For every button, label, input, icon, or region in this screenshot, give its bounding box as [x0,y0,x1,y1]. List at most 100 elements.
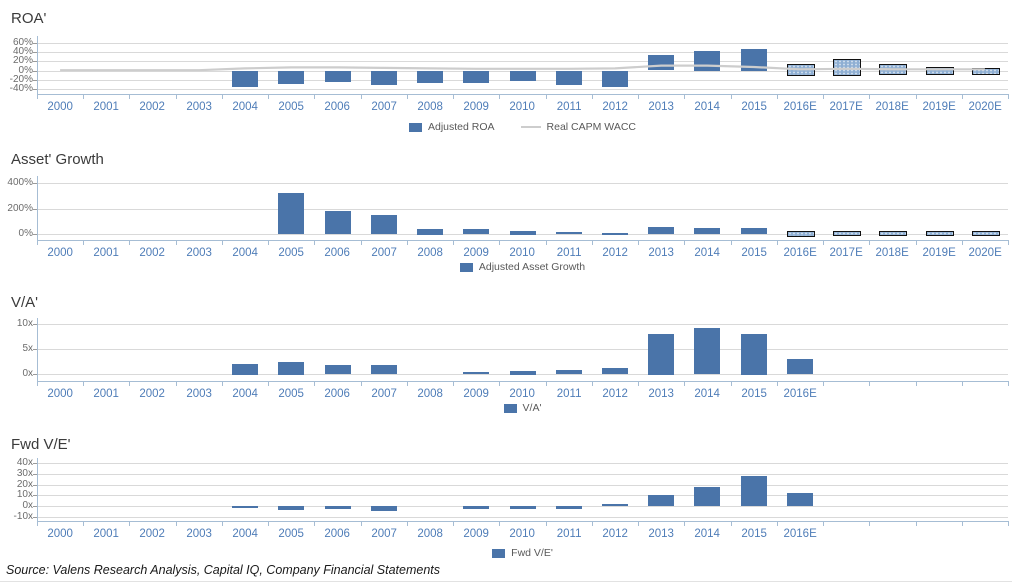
y-axis-tick-asset-growth [33,234,37,235]
x-axis-tick-roa [962,94,963,99]
bar-roa-2007 [371,71,397,85]
x-label-asset-growth-2006: 2006 [324,247,350,259]
x-axis-tick-roa [499,94,500,99]
x-axis-tick-fwd-v-e [222,521,223,526]
x-axis-tick-v-a [222,381,223,386]
bar-swatch-icon [492,548,506,558]
bar-asset-growth-2005 [278,193,304,234]
x-label-fwd-v-e-2014: 2014 [694,528,720,540]
gridline-roa [37,89,1008,90]
x-axis-tick-fwd-v-e [684,521,685,526]
legend-v-a: V/A' [37,402,1008,414]
y-tick-label-fwd-v-e: 40x [16,457,33,468]
y-tick-label-v-a: 0x [22,368,33,379]
x-label-asset-growth-2003: 2003 [186,247,212,259]
legend-label-fwd-v-e: Fwd V/E' [511,547,553,559]
x-label-roa-2014: 2014 [694,101,720,113]
x-label-asset-growth-2015: 2015 [741,247,767,259]
bar-fwd-v-e-2013 [648,495,674,506]
x-axis-tick-v-a [777,381,778,386]
bar-roa-2015 [741,49,767,71]
y-tick-label-fwd-v-e: -10x [13,511,33,522]
y-axis-tick-roa [33,71,37,72]
x-label-roa-2015: 2015 [741,101,767,113]
x-label-fwd-v-e-2002: 2002 [139,528,165,540]
x-label-fwd-v-e-2012: 2012 [602,528,628,540]
bottom-divider [0,581,1012,582]
y-tick-label-roa: -20% [9,74,33,85]
x-axis-tick-asset-growth [499,240,500,245]
x-label-asset-growth-2000: 2000 [47,247,73,259]
x-label-asset-growth-2018E: 2018E [875,247,909,259]
chart-title-fwd-v-e: Fwd V/E' [11,436,71,453]
x-axis-tick-fwd-v-e [916,521,917,526]
x-axis-tick-asset-growth [962,240,963,245]
bar-roa-2017E [833,59,861,76]
x-label-roa-2009: 2009 [463,101,489,113]
x-axis-tick-asset-growth [638,240,639,245]
x-axis-tick-asset-growth [83,240,84,245]
x-axis-tick-fwd-v-e [962,521,963,526]
x-axis-tick-roa [684,94,685,99]
x-axis-tick-fwd-v-e [823,521,824,526]
x-label-v-a-2005: 2005 [278,388,304,400]
gridline-fwd-v-e [37,463,1008,464]
x-label-v-a-2007: 2007 [371,388,397,400]
x-label-v-a-2001: 2001 [93,388,119,400]
gridline-fwd-v-e [37,485,1008,486]
bar-swatch-icon [459,262,473,272]
x-axis-tick-v-a [962,381,963,386]
y-axis-roa [37,36,38,99]
gridline-roa [37,52,1008,53]
x-axis-tick-asset-growth [731,240,732,245]
x-label-roa-2017E: 2017E [829,101,863,113]
gridline-asset-growth [37,183,1008,184]
bar-v-a-2007 [371,365,397,374]
x-label-fwd-v-e-2006: 2006 [324,528,350,540]
gridline-v-a [37,324,1008,325]
gridline-fwd-v-e [37,474,1008,475]
x-axis-tick-fwd-v-e [37,521,38,526]
x-label-roa-2003: 2003 [186,101,212,113]
wacc-line-roa [60,64,985,72]
x-axis-tick-v-a [592,381,593,386]
x-axis-tick-fwd-v-e [268,521,269,526]
x-label-fwd-v-e-2010: 2010 [509,528,535,540]
bar-asset-growth-2019E [926,231,954,236]
legend-item-adjusted-asset-growth: Adjusted Asset Growth [459,261,585,273]
bar-fwd-v-e-2004 [232,506,258,508]
bar-asset-growth-2011 [556,232,582,234]
x-label-asset-growth-2002: 2002 [139,247,165,259]
x-axis-tick-roa [823,94,824,99]
bar-roa-2011 [556,71,582,85]
x-label-fwd-v-e-2001: 2001 [93,528,119,540]
x-axis-tick-roa [407,94,408,99]
bar-v-a-2011 [556,370,582,374]
x-axis-tick-v-a [499,381,500,386]
y-axis-v-a [37,318,38,386]
x-label-fwd-v-e-2011: 2011 [556,528,582,540]
y-tick-label-fwd-v-e: 20x [16,479,33,490]
x-label-asset-growth-2012: 2012 [602,247,628,259]
bar-v-a-2013 [648,334,674,375]
x-axis-tick-v-a [731,381,732,386]
legend-item-v-a: V/A' [503,402,541,414]
bar-fwd-v-e-2016E [787,493,813,506]
x-axis-tick-asset-growth [916,240,917,245]
y-axis-tick-asset-growth [33,209,37,210]
bar-roa-2004 [232,71,258,87]
x-label-roa-2004: 2004 [232,101,258,113]
bar-asset-growth-2015 [741,228,767,234]
x-label-roa-2008: 2008 [417,101,443,113]
bar-asset-growth-2014 [694,228,720,234]
x-label-asset-growth-2020E: 2020E [968,247,1002,259]
y-axis-tick-v-a [33,324,37,325]
x-axis-tick-v-a [361,381,362,386]
x-label-fwd-v-e-2005: 2005 [278,528,304,540]
bar-asset-growth-2009 [463,229,489,234]
x-label-fwd-v-e-2013: 2013 [648,528,674,540]
bar-fwd-v-e-2015 [741,476,767,506]
x-axis-tick-fwd-v-e [361,521,362,526]
x-axis-tick-fwd-v-e [546,521,547,526]
line-swatch-icon [520,126,541,128]
